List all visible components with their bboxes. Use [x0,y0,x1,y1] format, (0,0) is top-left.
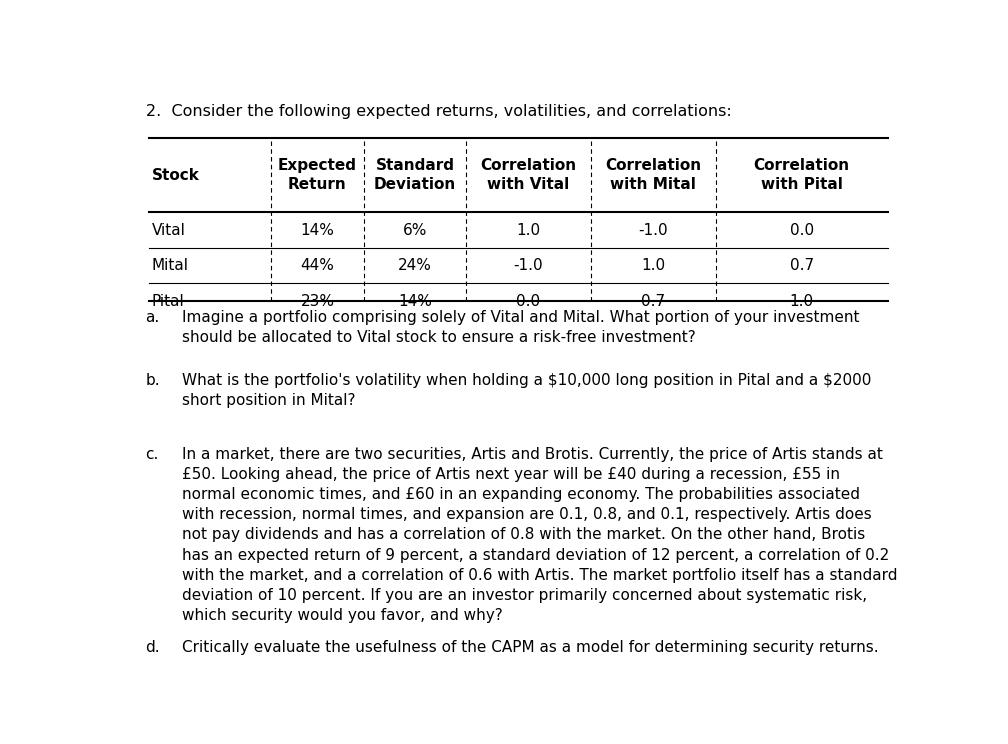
Text: c.: c. [145,447,159,462]
Text: d.: d. [145,641,160,655]
Text: 1.0: 1.0 [789,294,813,309]
Text: Correlation
with Pital: Correlation with Pital [754,158,850,192]
Text: Mital: Mital [152,258,188,273]
Text: 14%: 14% [300,222,335,238]
Text: 0.0: 0.0 [789,222,813,238]
Text: 0.0: 0.0 [516,294,540,309]
Text: 6%: 6% [403,222,427,238]
Text: Standard
Deviation: Standard Deviation [374,158,457,192]
Text: 0.7: 0.7 [789,258,813,273]
Text: 24%: 24% [398,258,432,273]
Text: 1.0: 1.0 [516,222,540,238]
Text: What is the portfolio's volatility when holding a \$10,000 long position in Pita: What is the portfolio's volatility when … [182,373,872,408]
Text: 2.  Consider the following expected returns, volatilities, and correlations:: 2. Consider the following expected retur… [145,103,731,118]
Text: Imagine a portfolio comprising solely of Vital and Mital. What portion of your i: Imagine a portfolio comprising solely of… [182,310,860,345]
Text: In a market, there are two securities, Artis and Brotis. Currently, the price of: In a market, there are two securities, A… [182,447,898,623]
Text: 23%: 23% [300,294,335,309]
Text: -1.0: -1.0 [638,222,668,238]
Text: 0.7: 0.7 [641,294,665,309]
Text: -1.0: -1.0 [513,258,543,273]
Text: 14%: 14% [398,294,432,309]
Text: 44%: 44% [300,258,335,273]
Text: Critically evaluate the usefulness of the CAPM as a model for determining securi: Critically evaluate the usefulness of th… [182,641,879,655]
Text: Vital: Vital [152,222,185,238]
Text: Stock: Stock [152,167,200,183]
Text: Expected
Return: Expected Return [278,158,357,192]
Text: Correlation
with Vital: Correlation with Vital [480,158,577,192]
Text: 1.0: 1.0 [641,258,665,273]
Text: Correlation
with Mital: Correlation with Mital [605,158,702,192]
Text: Pital: Pital [152,294,184,309]
Text: b.: b. [145,373,160,388]
Text: a.: a. [145,310,160,325]
